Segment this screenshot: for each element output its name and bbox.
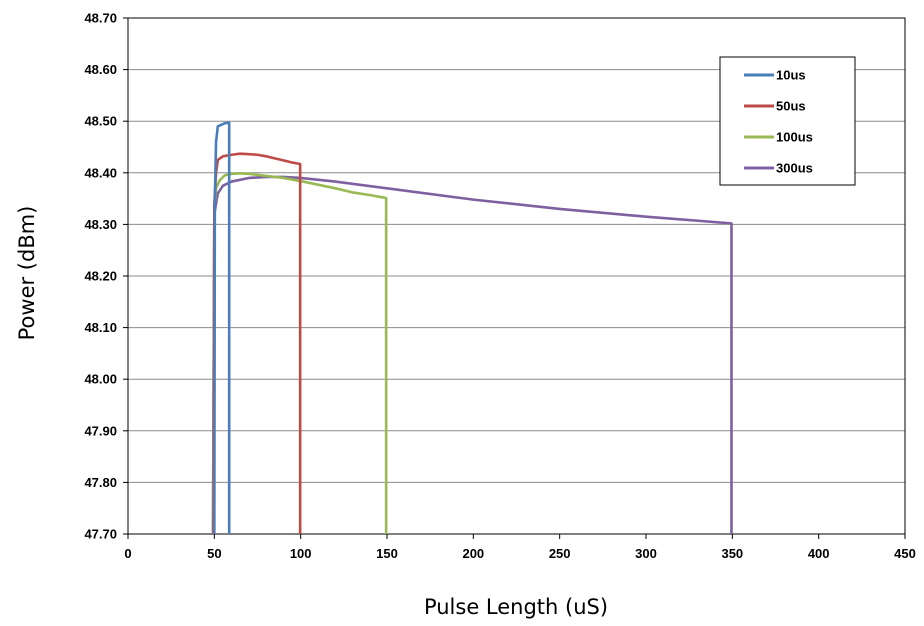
x-tick-label: 450 <box>894 546 916 561</box>
series-line-10us <box>213 121 231 535</box>
legend-label-10us: 10us <box>776 68 806 83</box>
x-axis-title: Pulse Length (uS) <box>424 595 608 619</box>
y-tick-label: 48.40 <box>84 165 117 180</box>
y-tick-label: 47.80 <box>84 475 117 490</box>
y-tick-label: 48.00 <box>84 372 117 387</box>
y-axis-tick-labels: 47.70 47.80 47.90 48.00 48.10 48.20 48.30 48.40… <box>84 11 128 542</box>
legend-box <box>719 56 856 186</box>
y-tick-label: 48.60 <box>84 62 117 77</box>
legend: 10us 50us 100us 300us <box>719 56 856 186</box>
y-tick-label: 48.30 <box>84 217 117 232</box>
series-line-300us <box>211 175 733 535</box>
x-tick-label: 250 <box>549 546 571 561</box>
y-tick-label: 47.90 <box>84 423 117 438</box>
x-tick-label: 50 <box>207 546 221 561</box>
legend-label-100us: 100us <box>776 130 813 145</box>
y-tick-label: 48.10 <box>84 320 117 335</box>
x-tick-label: 400 <box>808 546 830 561</box>
x-tick-label: 100 <box>290 546 312 561</box>
y-tick-label: 48.20 <box>84 269 117 284</box>
series-lines <box>211 121 733 535</box>
legend-label-50us: 50us <box>776 99 806 114</box>
x-tick-label: 300 <box>635 546 657 561</box>
x-tick-label: 200 <box>462 546 484 561</box>
y-tick-label: 48.50 <box>84 114 117 129</box>
x-axis-tick-labels: 0 50 100 150 200 250 300 350 400 450 <box>124 534 916 561</box>
series-line-100us <box>211 172 388 535</box>
legend-label-300us: 300us <box>776 161 813 176</box>
x-tick-label: 350 <box>721 546 743 561</box>
y-tick-label: 47.70 <box>84 527 117 542</box>
y-axis-title: Power (dBm) <box>15 206 39 341</box>
y-tick-label: 48.70 <box>84 11 117 26</box>
x-tick-label: 0 <box>124 546 131 561</box>
x-tick-label: 150 <box>376 546 398 561</box>
